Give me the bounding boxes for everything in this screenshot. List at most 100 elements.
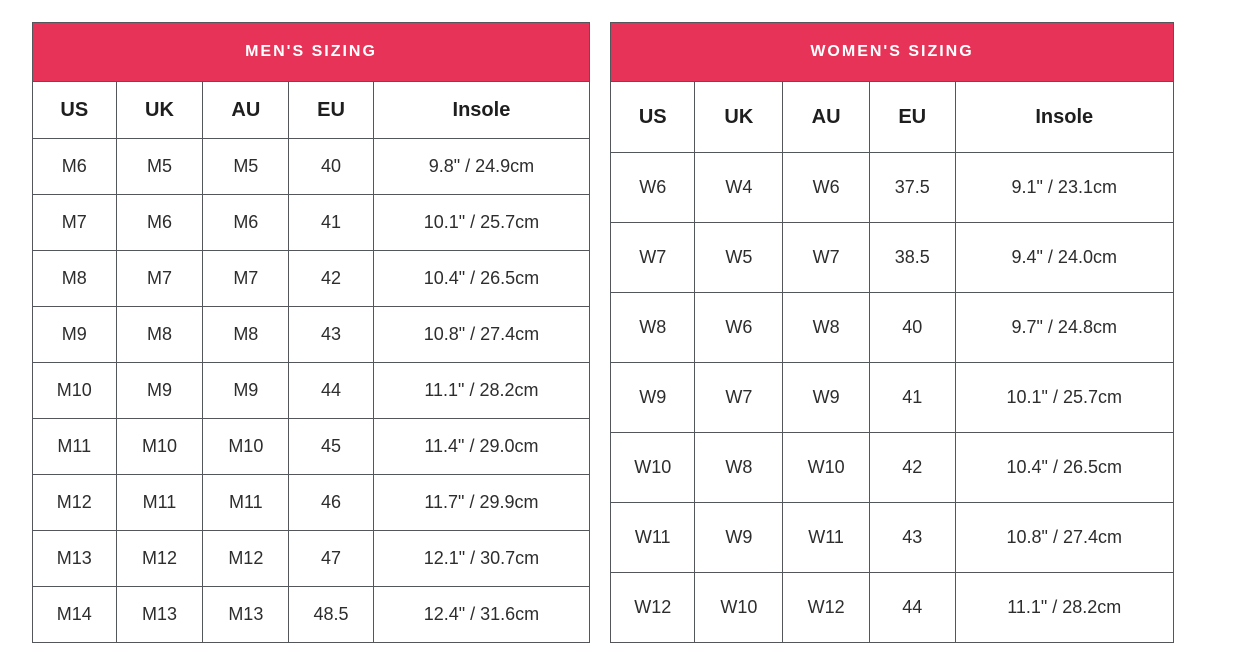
size-cell: M5 [202, 138, 290, 195]
size-cell: 42 [288, 250, 374, 307]
column-header-insole: Insole [954, 81, 1174, 153]
table-row: M13 M12 M12 47 12.1" / 30.7cm [32, 530, 591, 587]
size-cell: M13 [115, 586, 204, 643]
size-cell: 37.5 [868, 152, 956, 223]
size-cell: W12 [782, 572, 870, 643]
size-cell: M5 [115, 138, 204, 195]
size-cell: W12 [609, 572, 696, 643]
table-row: M14 M13 M13 48.5 12.4" / 31.6cm [32, 586, 591, 643]
womens-sizing-table: WOMEN'S SIZING US UK AU EU Insole W6 W4 W6 37.5… [609, 22, 1174, 643]
size-cell: M14 [32, 586, 117, 643]
size-cell: 45 [288, 418, 374, 475]
size-cell: 9.1" / 23.1cm [954, 152, 1174, 223]
size-cell: 9.8" / 24.9cm [372, 138, 591, 195]
size-cell: M12 [115, 530, 204, 587]
size-cell: M11 [115, 474, 204, 531]
size-cell: M10 [32, 362, 117, 419]
size-cell: 40 [868, 292, 956, 363]
size-cell: M10 [202, 418, 290, 475]
size-cell: 11.7" / 29.9cm [372, 474, 591, 531]
table-row: M12 M11 M11 46 11.7" / 29.9cm [32, 474, 591, 531]
size-cell: W8 [694, 432, 784, 503]
womens-sizing-grid: WOMEN'S SIZING US UK AU EU Insole W6 W4 W6 37.5… [609, 22, 1174, 643]
size-cell: W6 [782, 152, 870, 223]
size-cell: W10 [694, 572, 784, 643]
size-cell: 10.1" / 25.7cm [954, 362, 1174, 433]
size-cell: W10 [609, 432, 696, 503]
table-row: M7 M6 M6 41 10.1" / 25.7cm [32, 194, 591, 251]
size-cell: 46 [288, 474, 374, 531]
size-cell: 10.4" / 26.5cm [954, 432, 1174, 503]
size-cell: 41 [288, 194, 374, 251]
size-cell: M9 [32, 306, 117, 363]
size-cell: M6 [202, 194, 290, 251]
size-cell: 44 [288, 362, 374, 419]
size-cell: W6 [609, 152, 696, 223]
size-cell: 43 [288, 306, 374, 363]
size-cell: M7 [115, 250, 204, 307]
mens-table-title: MEN'S SIZING [32, 22, 590, 82]
size-cell: W7 [694, 362, 784, 433]
table-row: W6 W4 W6 37.5 9.1" / 23.1cm [609, 152, 1174, 223]
size-cell: 41 [868, 362, 956, 433]
table-row: M8 M7 M7 42 10.4" / 26.5cm [32, 250, 591, 307]
size-cell: M6 [115, 194, 204, 251]
table-body: M6 M5 M5 40 9.8" / 24.9cm M7 M6 M6 41 10.1" / 25.… [32, 138, 591, 643]
size-cell: M8 [115, 306, 204, 363]
size-cell: W5 [694, 222, 784, 293]
size-cell: 12.1" / 30.7cm [372, 530, 591, 587]
size-cell: M13 [32, 530, 117, 587]
size-cell: M13 [202, 586, 290, 643]
mens-sizing-grid: MEN'S SIZING US UK AU EU Insole M6 M5 M5 40 9.8"… [32, 22, 591, 643]
size-cell: 12.4" / 31.6cm [372, 586, 591, 643]
size-cell: M7 [32, 194, 117, 251]
column-header-uk: UK [115, 81, 204, 139]
column-header-insole: Insole [372, 81, 591, 139]
table-row: W10 W8 W10 42 10.4" / 26.5cm [609, 432, 1174, 503]
size-cell: W7 [609, 222, 696, 293]
table-row: W12 W10 W12 44 11.1" / 28.2cm [609, 572, 1174, 643]
size-cell: W9 [609, 362, 696, 433]
size-cell: 9.7" / 24.8cm [954, 292, 1174, 363]
size-cell: M8 [32, 250, 117, 307]
size-cell: M11 [32, 418, 117, 475]
column-header-au: AU [202, 81, 290, 139]
womens-table-title: WOMEN'S SIZING [610, 22, 1174, 82]
size-cell: W9 [694, 502, 784, 573]
column-header-us: US [609, 81, 696, 153]
size-cell: W6 [694, 292, 784, 363]
size-cell: W4 [694, 152, 784, 223]
table-row: M10 M9 M9 44 11.1" / 28.2cm [32, 362, 591, 419]
size-cell: 43 [868, 502, 956, 573]
size-cell: 47 [288, 530, 374, 587]
size-cell: W11 [782, 502, 870, 573]
size-cell: M9 [202, 362, 290, 419]
table-row: M9 M8 M8 43 10.8" / 27.4cm [32, 306, 591, 363]
column-header-eu: EU [868, 81, 956, 153]
size-cell: 11.4" / 29.0cm [372, 418, 591, 475]
size-cell: M6 [32, 138, 117, 195]
size-cell: W9 [782, 362, 870, 433]
table-row: M6 M5 M5 40 9.8" / 24.9cm [32, 138, 591, 195]
size-cell: M12 [32, 474, 117, 531]
column-header-us: US [32, 81, 117, 139]
size-cell: 42 [868, 432, 956, 503]
mens-sizing-table: MEN'S SIZING US UK AU EU Insole M6 M5 M5 40 9.8"… [32, 22, 591, 643]
size-cell: W8 [782, 292, 870, 363]
size-cell: W11 [609, 502, 696, 573]
size-cell: M12 [202, 530, 290, 587]
size-cell: 11.1" / 28.2cm [372, 362, 591, 419]
column-header-row: US UK AU EU Insole [609, 81, 1174, 153]
size-cell: 10.8" / 27.4cm [372, 306, 591, 363]
column-header-au: AU [782, 81, 870, 153]
size-charts: MEN'S SIZING US UK AU EU Insole M6 M5 M5 40 9.8"… [32, 22, 1174, 643]
column-header-eu: EU [288, 81, 374, 139]
size-cell: M11 [202, 474, 290, 531]
size-cell: M9 [115, 362, 204, 419]
table-row: W11 W9 W11 43 10.8" / 27.4cm [609, 502, 1174, 573]
table-title-row: MEN'S SIZING [32, 22, 590, 82]
size-cell: W8 [609, 292, 696, 363]
size-cell: 38.5 [868, 222, 956, 293]
size-cell: 44 [868, 572, 956, 643]
column-header-uk: UK [694, 81, 784, 153]
